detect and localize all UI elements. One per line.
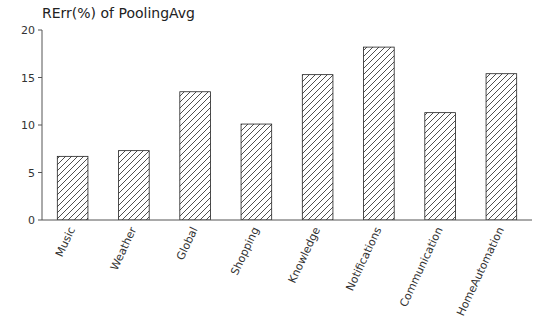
x-tick-label: Global (174, 225, 201, 262)
y-tick (38, 30, 42, 31)
y-tick-label: 0 (28, 214, 35, 227)
bar (302, 75, 333, 220)
bar (364, 47, 395, 220)
x-tick-label: Knowledge (286, 225, 323, 286)
y-tick-label: 10 (21, 119, 35, 132)
x-tick-label: Notifications (343, 225, 384, 293)
y-tick-label: 5 (28, 167, 35, 180)
x-tick-label: Weather (108, 225, 140, 273)
y-tick (38, 220, 42, 221)
x-tick-label: HomeAutomation (454, 225, 507, 316)
y-tick-label: 15 (21, 72, 35, 85)
bar (119, 151, 150, 220)
x-tick-label: Music (53, 225, 78, 259)
y-tick (38, 172, 42, 173)
title: RErr(%) of PoolingAvg (42, 5, 195, 21)
bar (180, 92, 211, 220)
bar (57, 156, 88, 220)
bar (425, 113, 456, 220)
y-tick-label: 20 (21, 24, 35, 37)
x-axis (42, 220, 532, 221)
x-tick-label: Communication (397, 225, 445, 309)
chart-svg: RErr(%) of PoolingAvg 0 5 10 15 20 Music Weathe… (0, 0, 546, 316)
y-tick (38, 125, 42, 126)
y-tick (38, 77, 42, 78)
bars (57, 47, 516, 220)
x-tick-label: Shopping (228, 225, 262, 277)
chart-container: RErr(%) of PoolingAvg 0 5 10 15 20 Music Weathe… (0, 0, 546, 316)
bar (241, 124, 272, 220)
bar (486, 74, 517, 220)
y-axis (42, 30, 43, 220)
